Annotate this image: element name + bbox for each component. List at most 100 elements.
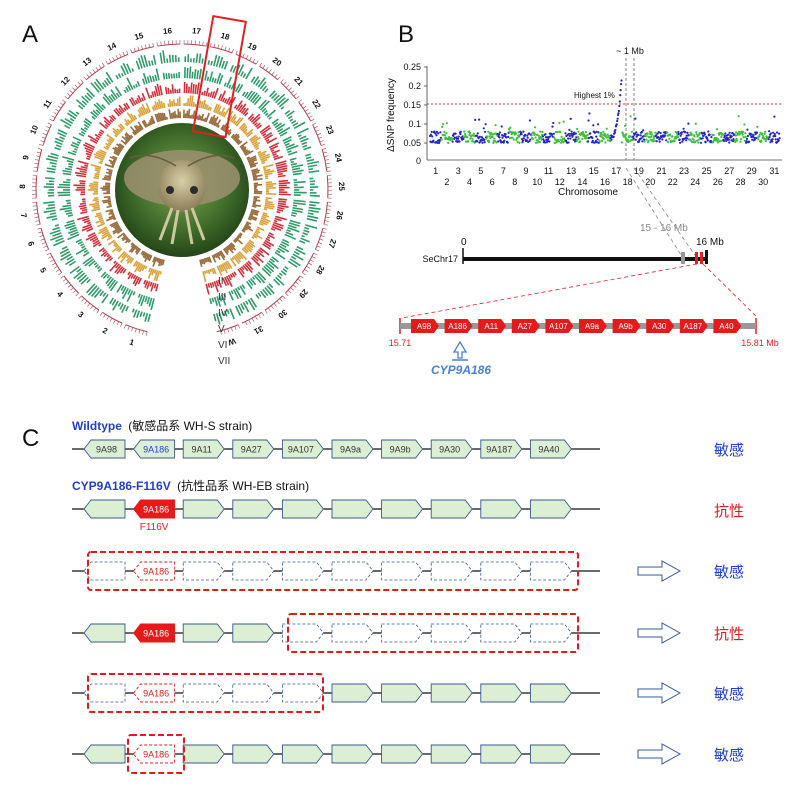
snp-point xyxy=(564,132,567,135)
snp-point xyxy=(650,131,653,134)
x-tick: 15 xyxy=(589,166,599,176)
snp-point xyxy=(649,138,652,141)
x-tick: 30 xyxy=(758,177,768,187)
snp-point xyxy=(600,131,603,134)
snp-point xyxy=(658,140,661,143)
snp-point xyxy=(634,138,637,141)
gene-arrow xyxy=(232,623,275,643)
snp-point xyxy=(632,135,635,138)
snp-point xyxy=(657,131,660,134)
cluster-gene-label: A11 xyxy=(484,322,498,331)
cluster-left-coord: 15.71 xyxy=(389,338,412,348)
snp-point xyxy=(743,123,746,126)
snp-point xyxy=(573,140,577,143)
snp-point xyxy=(679,134,682,137)
chromosome-scale-arc xyxy=(40,228,50,250)
snp-point xyxy=(537,134,540,137)
snp-point xyxy=(744,132,747,135)
ring-label: V xyxy=(218,324,225,335)
gene-arrow xyxy=(281,683,324,703)
snp-point xyxy=(522,130,525,133)
snp-point xyxy=(484,130,487,133)
snp-point xyxy=(478,135,481,138)
snp-point xyxy=(644,132,647,136)
cluster-gene-label: A107 xyxy=(549,322,568,331)
snp-point xyxy=(588,112,591,115)
snp-point xyxy=(484,123,487,126)
snp-point xyxy=(595,135,598,138)
x-tick: 7 xyxy=(501,166,506,176)
snp-point xyxy=(501,136,504,139)
gene-arrow xyxy=(331,499,374,519)
snp-point xyxy=(746,128,749,131)
snp-point xyxy=(715,136,718,140)
phenotype-label: 抗性 xyxy=(714,626,744,643)
snp-point xyxy=(485,137,488,140)
snp-point xyxy=(671,135,674,138)
snp-point xyxy=(466,136,469,139)
snp-point xyxy=(491,135,494,138)
snp-point xyxy=(434,132,437,135)
chrom-end-label: 16 Mb xyxy=(696,237,724,248)
snp-point xyxy=(527,132,531,135)
x-tick: 19 xyxy=(634,166,644,176)
mutant-gene-arrow xyxy=(133,499,176,519)
snp-point xyxy=(778,137,781,140)
snp-point xyxy=(773,132,776,136)
gene-label: 9A40 xyxy=(538,445,559,455)
chromosome-scale-arc xyxy=(107,53,129,65)
cluster-gene-arrow xyxy=(511,319,540,333)
y-tick: 0.15 xyxy=(403,100,421,110)
snp-point xyxy=(472,132,475,135)
chromosome-scale-arc xyxy=(312,124,322,146)
snp-point xyxy=(480,138,483,141)
snp-point xyxy=(568,134,571,138)
snp-point xyxy=(655,140,658,143)
snp-point xyxy=(491,133,495,136)
x-tick: 2 xyxy=(444,177,449,187)
snp-point xyxy=(710,136,713,139)
snp-point xyxy=(727,133,730,136)
snp-point xyxy=(553,136,556,139)
snp-point xyxy=(562,120,565,123)
snp-point xyxy=(677,130,680,133)
wildtype-subtitle: (敏感品系 WH-S strain) xyxy=(128,418,252,433)
snp-point xyxy=(474,118,477,121)
chromosome-scale-arc xyxy=(81,295,100,311)
snp-point xyxy=(753,138,756,141)
snp-point xyxy=(504,133,507,136)
snp-point xyxy=(558,121,561,124)
snp-point xyxy=(681,140,684,143)
phenotype-mutant: 抗性 xyxy=(714,503,744,520)
snp-point xyxy=(616,119,619,123)
x-tick-labels-top: 1 3 5 7 9 11 13 15 17 19 21 23 25 27 29 31 xyxy=(433,166,779,176)
snp-point xyxy=(637,140,641,143)
snp-point xyxy=(703,133,707,136)
snp-point xyxy=(612,135,615,138)
snp-point xyxy=(726,137,730,140)
snp-point xyxy=(646,132,649,135)
snp-point xyxy=(643,138,646,141)
gene-label: 9A9b xyxy=(390,445,411,455)
snp-point xyxy=(737,115,740,118)
snp-point xyxy=(470,134,473,137)
snp-point xyxy=(488,141,491,144)
snp-point xyxy=(748,140,751,143)
gene-arrow xyxy=(530,561,572,581)
snp-point xyxy=(707,130,710,133)
snp-point xyxy=(744,135,747,138)
x-tick: 25 xyxy=(702,166,712,176)
snp-point xyxy=(502,134,505,137)
cluster-marker xyxy=(695,252,698,264)
x-tick: 1 xyxy=(433,166,438,176)
snp-point xyxy=(459,130,462,133)
snp-point xyxy=(745,137,749,140)
chromosome-label: 16 xyxy=(163,26,173,36)
snp-point xyxy=(635,131,638,134)
snp-point xyxy=(585,136,588,139)
wildtype-header: Wildtype (敏感品系 WH-S strain) xyxy=(72,418,252,433)
gene-arrow xyxy=(232,561,275,581)
snp-point xyxy=(728,141,731,144)
x-tick: 17 xyxy=(611,166,621,176)
snp-point xyxy=(727,138,730,141)
